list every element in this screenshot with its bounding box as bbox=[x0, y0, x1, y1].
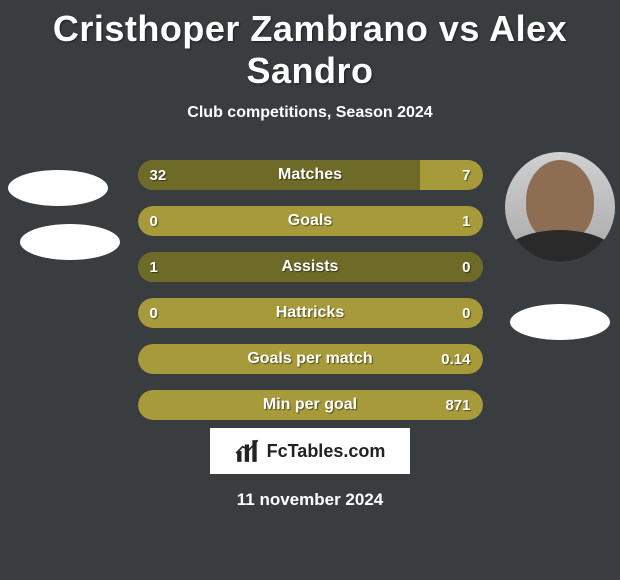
stat-value-right: 871 bbox=[445, 390, 470, 420]
stat-bars: Matches327Goals01Assists10Hattricks00Goa… bbox=[138, 160, 483, 420]
stat-row: Assists1 0 bbox=[138, 252, 483, 282]
stat-value-right: 7 bbox=[462, 160, 470, 190]
comparison-title: Cristhoper Zambrano vs Alex Sandro bbox=[0, 0, 620, 92]
stat-row: Min per goal871 bbox=[138, 390, 483, 420]
comparison-date: 11 november 2024 bbox=[0, 490, 620, 510]
stat-label: Assists bbox=[138, 252, 483, 282]
stat-value-right: 0 bbox=[462, 298, 470, 328]
club-badge-left-2 bbox=[20, 224, 120, 260]
stat-label: Hattricks bbox=[138, 298, 483, 328]
stat-row: Hattricks0 0 bbox=[138, 298, 483, 328]
club-badge-right bbox=[510, 304, 610, 340]
comparison-subtitle: Club competitions, Season 2024 bbox=[0, 104, 620, 122]
branding-badge: FcTables.com bbox=[210, 428, 410, 474]
stat-value-left: 1 bbox=[150, 252, 158, 282]
comparison-content: Matches327Goals01Assists10Hattricks00Goa… bbox=[0, 152, 620, 412]
branding-text: FcTables.com bbox=[267, 441, 386, 462]
stat-row: Goals per match0.14 bbox=[138, 344, 483, 374]
stat-value-right: 0.14 bbox=[441, 344, 470, 374]
stat-value-left: 32 bbox=[150, 160, 167, 190]
stat-row: Matches32 7 bbox=[138, 160, 483, 190]
stat-label: Min per goal bbox=[138, 390, 483, 420]
branding-chart-icon bbox=[235, 438, 261, 464]
stat-row: Goals0 1 bbox=[138, 206, 483, 236]
player-avatar-right bbox=[505, 152, 615, 262]
stat-value-right: 0 bbox=[462, 252, 470, 282]
club-badge-left-1 bbox=[8, 170, 108, 206]
stat-label: Matches bbox=[138, 160, 483, 190]
stat-value-left: 0 bbox=[150, 206, 158, 236]
stat-label: Goals per match bbox=[138, 344, 483, 374]
stat-label: Goals bbox=[138, 206, 483, 236]
stat-value-right: 1 bbox=[462, 206, 470, 236]
stat-value-left: 0 bbox=[150, 298, 158, 328]
